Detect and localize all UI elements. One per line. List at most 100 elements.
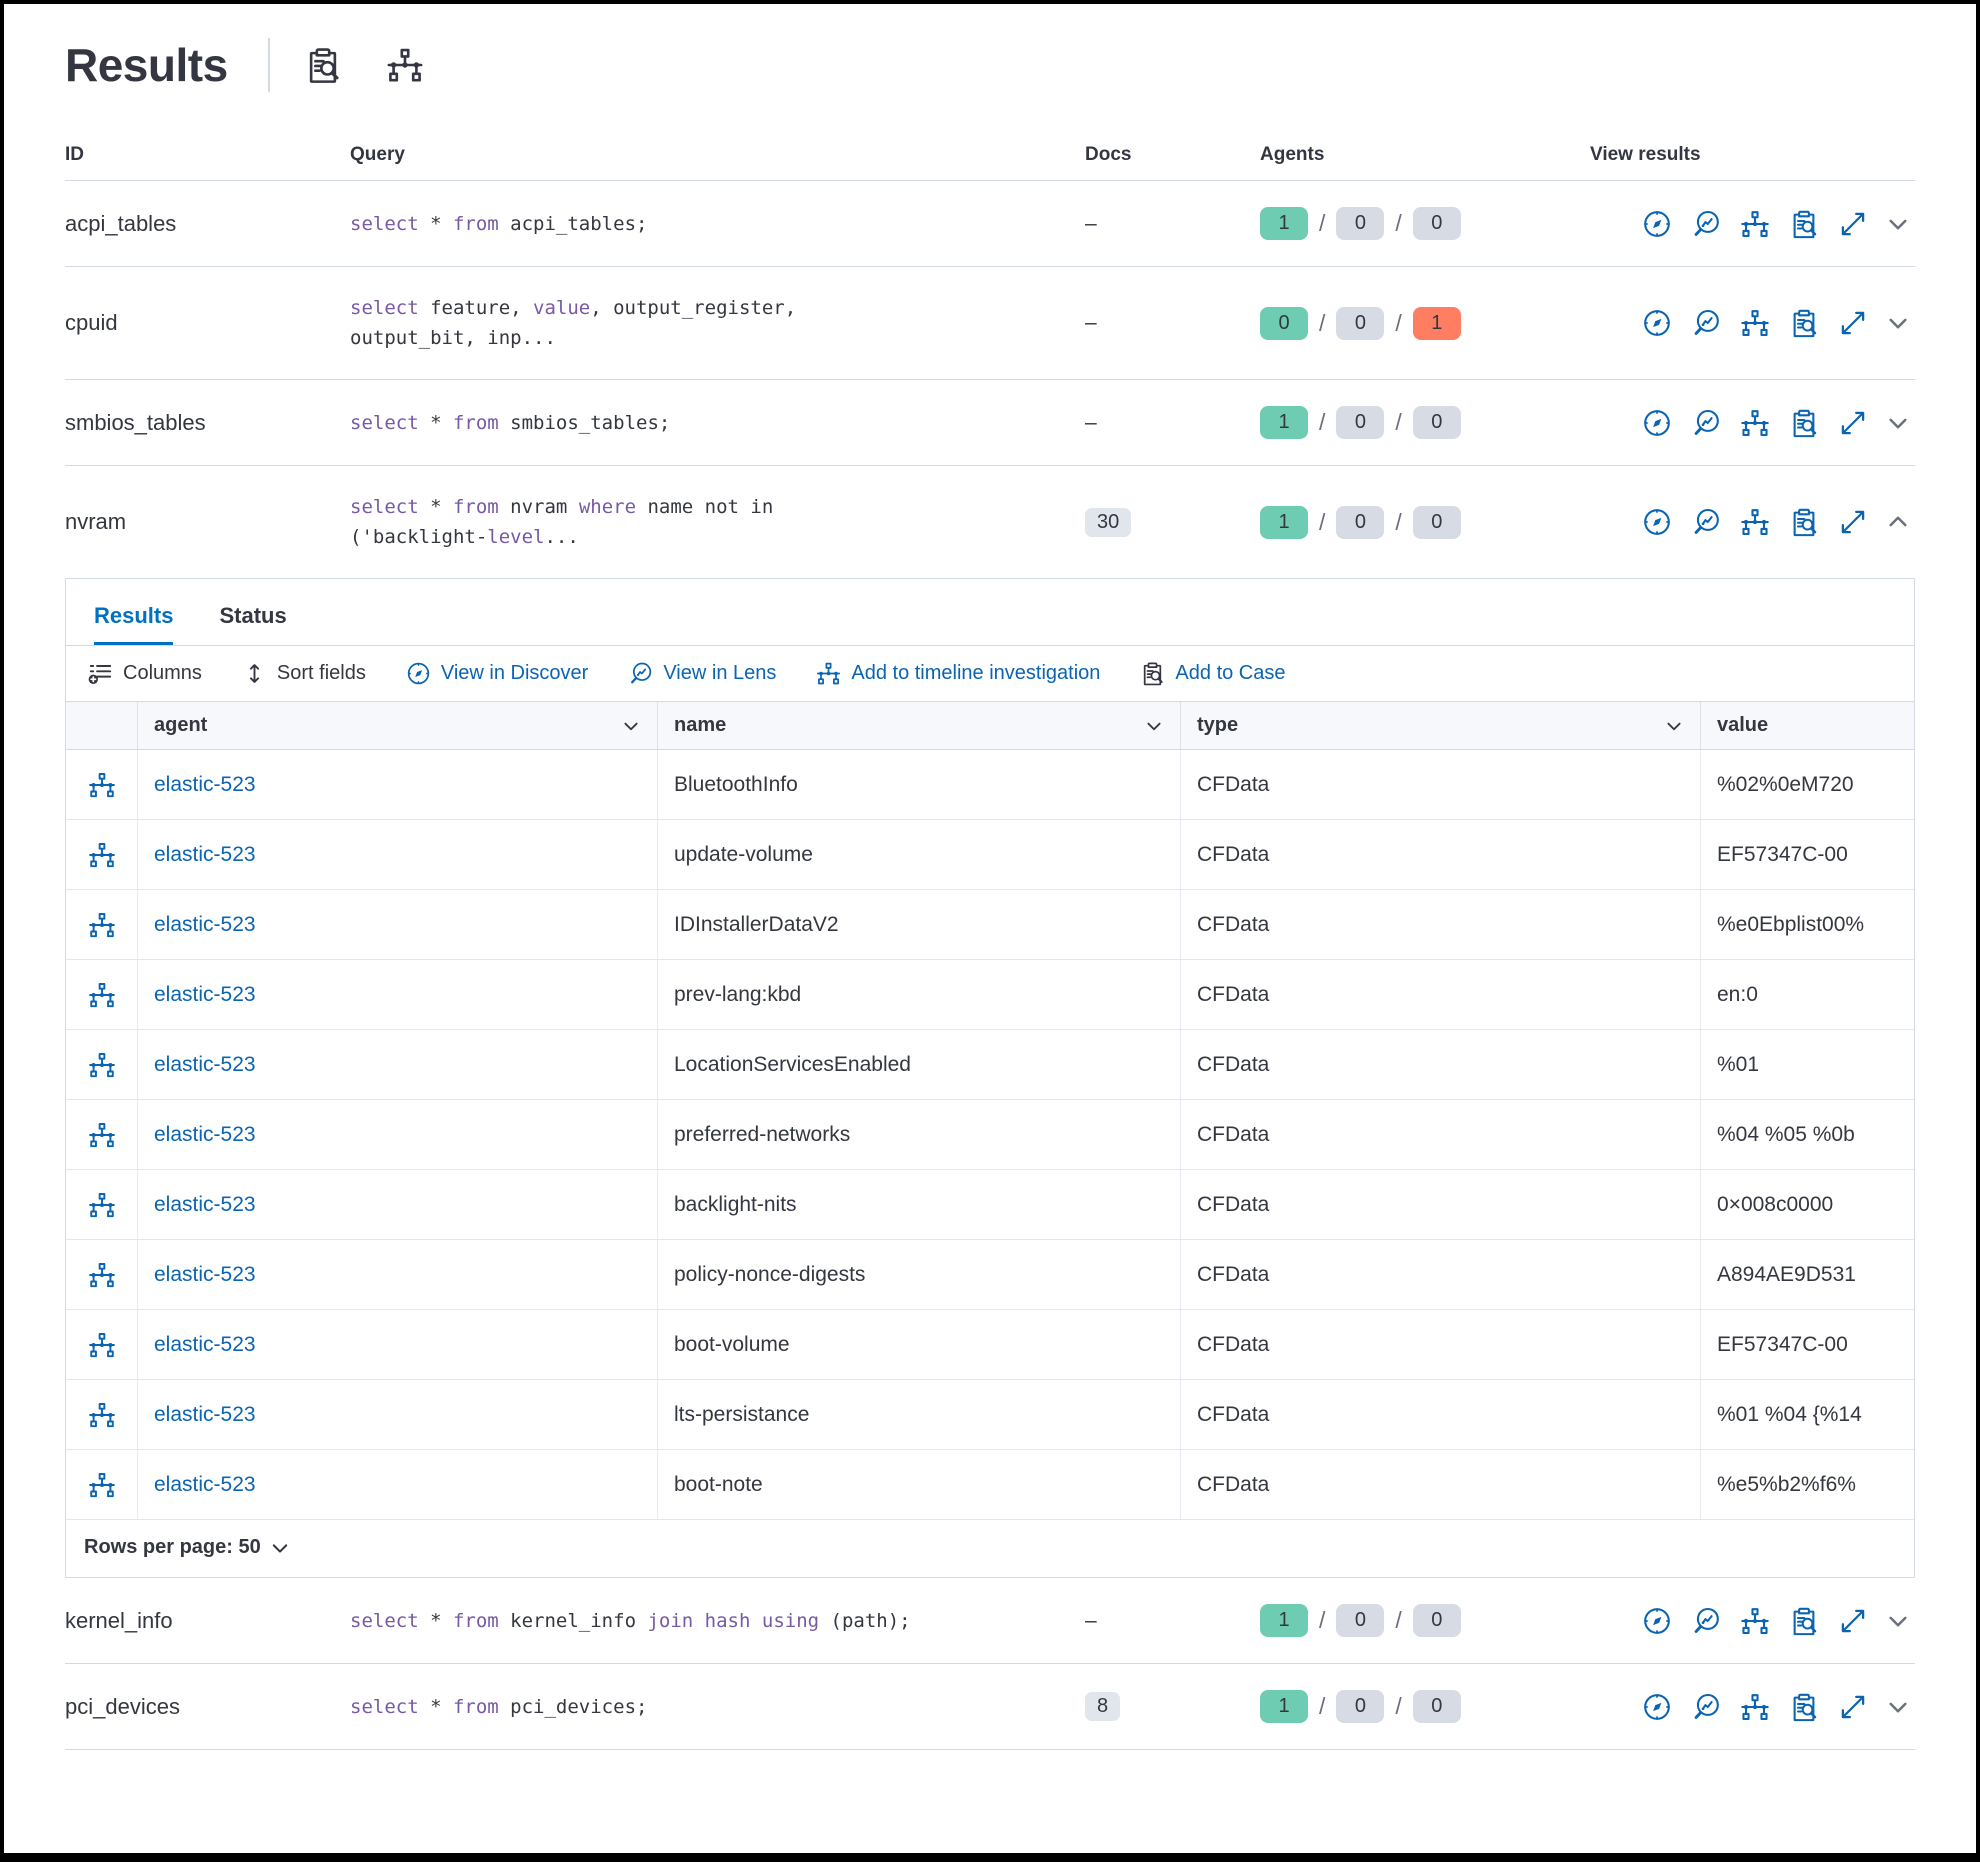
agent-link[interactable]: elastic-523 [154, 1052, 256, 1076]
add-to-case-button[interactable]: Add to Case [1140, 661, 1286, 686]
timeline-icon[interactable] [88, 1471, 116, 1499]
grid-header-value[interactable]: value [1701, 702, 1914, 749]
timeline-icon[interactable] [88, 1401, 116, 1429]
inspect-icon[interactable] [1789, 1692, 1819, 1722]
timeline-icon[interactable] [1740, 308, 1770, 338]
view-in-discover-button[interactable]: View in Discover [406, 661, 588, 686]
column-header-docs: Docs [1085, 144, 1132, 165]
chevron-down-icon[interactable] [1885, 410, 1911, 436]
view-in-lens-button[interactable]: View in Lens [628, 661, 776, 686]
sql-text: , output_register, output_bit, inp... [350, 297, 797, 349]
agent-cell: elastic-523 [138, 1170, 658, 1239]
chevron-up-icon[interactable] [1885, 509, 1911, 535]
sql-keyword: from [452, 411, 499, 434]
agent-link[interactable]: elastic-523 [154, 982, 256, 1006]
discover-icon[interactable] [1642, 209, 1672, 239]
timeline-icon[interactable] [88, 911, 116, 939]
lens-icon[interactable] [1691, 1606, 1721, 1636]
chevron-down-icon[interactable] [1885, 211, 1911, 237]
timeline-icon [816, 661, 841, 686]
value-cell: %e5%b2%f6% [1717, 1472, 1856, 1496]
value-cell: %e0Ebplist00% [1717, 912, 1865, 936]
agent-link[interactable]: elastic-523 [154, 1402, 256, 1426]
chevron-down-icon[interactable] [1885, 310, 1911, 336]
docs-count: 8 [1085, 1666, 1260, 1747]
agent-link[interactable]: elastic-523 [154, 842, 256, 866]
name-cell: backlight-nits [658, 1170, 1181, 1239]
inspect-icon[interactable] [1789, 209, 1819, 239]
lens-icon[interactable] [1691, 1692, 1721, 1722]
inspect-icon[interactable] [1789, 1606, 1819, 1636]
name-cell: BluetoothInfo [658, 750, 1181, 819]
agent-link[interactable]: elastic-523 [154, 1472, 256, 1496]
agent-count-badge-gray: 0 [1412, 207, 1461, 240]
docs-count: – [1085, 211, 1097, 235]
discover-icon[interactable] [1642, 1692, 1672, 1722]
tab-status[interactable]: Status [219, 603, 287, 628]
sort-fields-button[interactable]: Sort fields [242, 661, 366, 686]
agent-link[interactable]: elastic-523 [154, 1192, 256, 1216]
query-table-header: ID Query Docs Agents View results [65, 134, 1915, 181]
sql-text: ... [544, 526, 579, 548]
discover-icon[interactable] [1642, 507, 1672, 537]
data-grid-header: agent name type value [66, 702, 1914, 750]
expand-icon[interactable] [1838, 209, 1868, 239]
grid-header-type[interactable]: type [1181, 702, 1701, 749]
agent-link[interactable]: elastic-523 [154, 1332, 256, 1356]
expand-icon[interactable] [1838, 308, 1868, 338]
lens-icon[interactable] [1691, 209, 1721, 239]
value-cell: %01 [1717, 1052, 1760, 1076]
timeline-icon[interactable] [1740, 209, 1770, 239]
lens-icon[interactable] [1691, 308, 1721, 338]
timeline-icon[interactable] [88, 1191, 116, 1219]
timeline-icon[interactable] [88, 1331, 116, 1359]
name-cell: policy-nonce-digests [658, 1240, 1181, 1309]
expand-icon[interactable] [1838, 1606, 1868, 1636]
timeline-icon[interactable] [88, 841, 116, 869]
column-header-agents: Agents [1260, 144, 1325, 165]
timeline-icon[interactable] [88, 981, 116, 1009]
type-cell: CFData [1181, 1030, 1701, 1099]
timeline-icon[interactable] [1740, 1692, 1770, 1722]
timeline-icon[interactable] [1740, 408, 1770, 438]
expand-icon[interactable] [1838, 1692, 1868, 1722]
lens-icon[interactable] [1691, 408, 1721, 438]
inspect-icon[interactable] [1789, 308, 1819, 338]
expand-icon[interactable] [1838, 507, 1868, 537]
timeline-icon[interactable] [88, 1261, 116, 1289]
query-sql: select * from acpi_tables; [350, 183, 1085, 265]
view-results-actions [1590, 382, 1915, 464]
inspect-icon [1140, 661, 1165, 686]
timeline-icon[interactable] [88, 771, 116, 799]
timeline-icon[interactable] [1740, 507, 1770, 537]
sql-keyword: select [350, 1695, 419, 1718]
timeline-icon[interactable] [88, 1121, 116, 1149]
add-to-timeline-investigation-button[interactable]: Add to timeline investigation [816, 661, 1100, 686]
view-results-actions [1590, 481, 1915, 563]
chevron-down-icon[interactable] [1885, 1608, 1911, 1634]
lens-icon[interactable] [1691, 507, 1721, 537]
discover-icon[interactable] [1642, 408, 1672, 438]
table-row: elastic-523 backlight-nits CFData 0×008c000… [66, 1170, 1914, 1240]
chevron-down-icon[interactable] [1885, 1694, 1911, 1720]
agents-separator: / [1319, 1607, 1326, 1633]
rows-per-page-button[interactable]: Rows per page: 50 [84, 1536, 291, 1559]
columns-button[interactable]: Columns [88, 661, 202, 686]
agent-link[interactable]: elastic-523 [154, 1262, 256, 1286]
grid-header-agent[interactable]: agent [138, 702, 658, 749]
tab-results[interactable]: Results [94, 603, 174, 645]
agent-link[interactable]: elastic-523 [154, 1122, 256, 1146]
grid-header-name[interactable]: name [658, 702, 1181, 749]
agent-link[interactable]: elastic-523 [154, 772, 256, 796]
discover-icon[interactable] [1642, 308, 1672, 338]
inspect-icon[interactable] [1789, 408, 1819, 438]
timeline-icon[interactable] [88, 1051, 116, 1079]
discover-icon[interactable] [1642, 1606, 1672, 1636]
expand-icon[interactable] [1838, 408, 1868, 438]
inspect-icon[interactable] [304, 46, 342, 84]
packs-icon[interactable] [386, 46, 424, 84]
inspect-icon[interactable] [1789, 507, 1819, 537]
agents-separator: / [1319, 508, 1326, 535]
timeline-icon[interactable] [1740, 1606, 1770, 1636]
agent-link[interactable]: elastic-523 [154, 912, 256, 936]
